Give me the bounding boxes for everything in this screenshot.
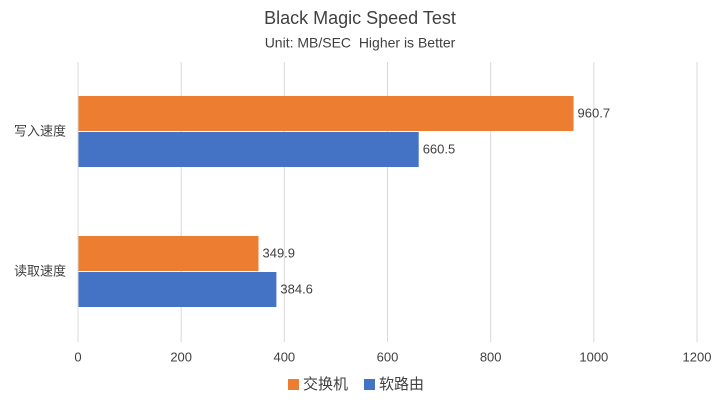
data-label: 349.9: [262, 245, 295, 260]
legend-swatch: [288, 379, 299, 390]
x-tick-label: 800: [480, 349, 502, 364]
x-tick-label: 600: [377, 349, 399, 364]
x-tick-label: 0: [74, 349, 81, 364]
data-label: 960.7: [578, 105, 611, 120]
legend-label: 软路由: [379, 376, 424, 393]
y-tick-label: 读取速度: [14, 263, 66, 278]
chart-title: Black Magic Speed Test: [264, 8, 456, 28]
legend-label: 交换机: [303, 375, 348, 393]
data-label: 660.5: [423, 141, 456, 156]
x-tick-label: 400: [273, 349, 295, 364]
bar: [78, 272, 277, 307]
bar: [78, 96, 574, 131]
bar: [78, 132, 419, 167]
data-label: 384.6: [280, 281, 313, 296]
chart-subtitle: Unit: MB/SEC Higher is Better: [265, 35, 456, 51]
x-tick-label: 200: [170, 349, 192, 364]
legend-swatch: [364, 379, 376, 390]
x-tick-label: 1000: [579, 349, 608, 364]
x-tick-label: 1200: [683, 349, 712, 364]
y-tick-label: 写入速度: [14, 123, 66, 138]
bar: [78, 236, 259, 271]
